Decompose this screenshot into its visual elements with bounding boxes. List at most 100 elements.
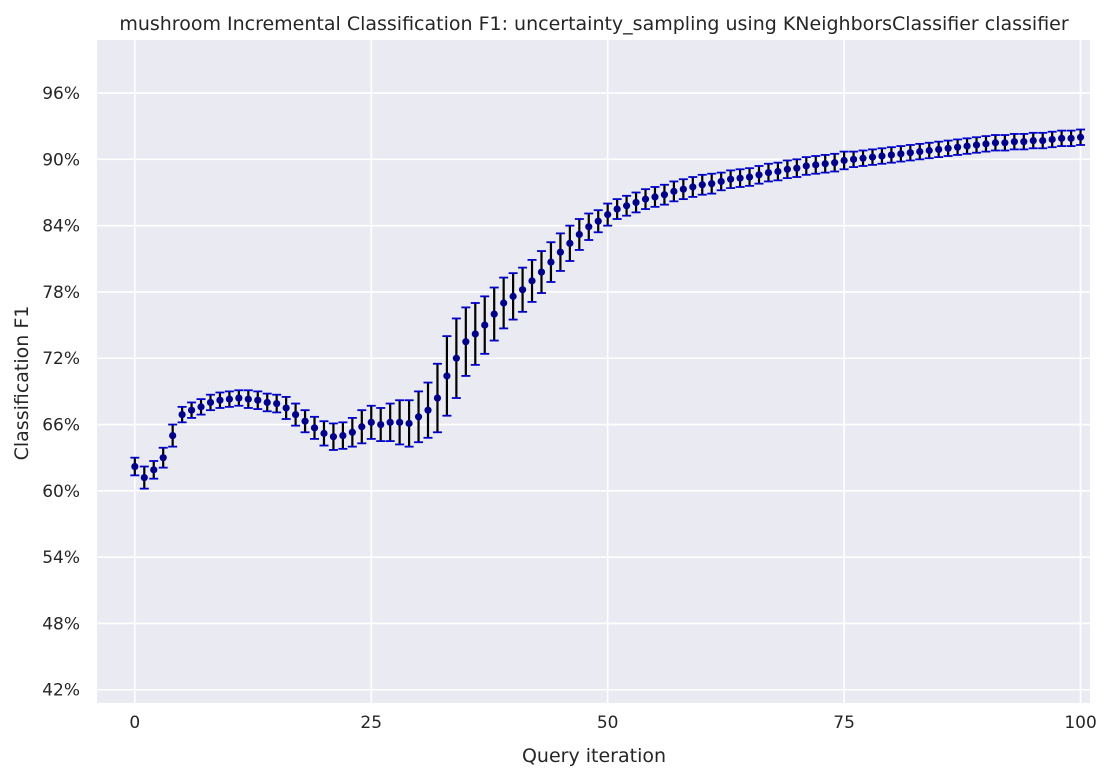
data-point <box>528 277 536 285</box>
data-point <box>235 394 243 402</box>
data-point <box>263 398 271 407</box>
data-point <box>897 150 905 158</box>
plot-background <box>97 40 1090 703</box>
data-points <box>131 133 1085 482</box>
data-point <box>963 142 971 150</box>
data-point <box>925 146 933 155</box>
data-point <box>802 162 810 170</box>
data-point <box>1076 133 1085 141</box>
data-point <box>518 286 527 294</box>
data-point <box>159 454 167 462</box>
data-point <box>613 205 621 213</box>
data-point <box>831 159 839 167</box>
y-axis-label: Classification F1 <box>11 306 33 461</box>
data-point <box>131 462 139 471</box>
grid-lines <box>97 40 1090 703</box>
data-point <box>301 417 309 425</box>
data-point <box>225 395 233 403</box>
data-point <box>329 433 338 441</box>
x-axis-ticks: 0 25 50 75 100 <box>129 713 1096 733</box>
data-point <box>878 152 886 160</box>
x-tick-label: 75 <box>833 713 855 733</box>
data-point <box>868 153 877 161</box>
data-point <box>150 466 158 474</box>
data-point <box>1039 136 1047 145</box>
data-point <box>698 181 706 189</box>
data-point <box>396 418 404 426</box>
data-point <box>197 403 205 411</box>
data-point <box>386 418 394 426</box>
data-point <box>462 338 470 346</box>
data-point <box>793 164 801 172</box>
data-point <box>585 223 593 231</box>
y-tick-label: 66% <box>42 416 80 436</box>
data-point <box>244 395 252 403</box>
data-point <box>935 145 943 153</box>
y-tick-label: 72% <box>42 349 80 369</box>
data-point <box>490 310 498 318</box>
data-point <box>320 429 328 437</box>
data-point <box>774 167 782 176</box>
x-axis-label: Query iteration <box>522 745 666 767</box>
data-point <box>348 428 356 436</box>
data-point <box>944 144 952 152</box>
data-point <box>954 143 962 151</box>
data-point <box>708 180 716 188</box>
data-point <box>1067 134 1075 142</box>
data-point <box>433 394 442 402</box>
data-point <box>849 155 858 163</box>
x-tick-label: 25 <box>360 713 382 733</box>
data-point <box>859 154 867 162</box>
y-tick-label: 90% <box>42 150 80 170</box>
y-tick-label: 78% <box>42 283 80 303</box>
data-point <box>358 423 366 431</box>
data-point <box>169 431 177 440</box>
data-point <box>916 148 924 156</box>
data-point <box>604 210 612 219</box>
data-point <box>982 140 990 148</box>
data-point <box>187 406 196 414</box>
data-point <box>500 299 508 307</box>
data-point <box>481 321 489 329</box>
data-point <box>887 151 896 159</box>
data-point <box>140 473 148 482</box>
data-point <box>547 258 555 266</box>
data-point <box>509 292 517 300</box>
x-tick-label: 100 <box>1064 713 1096 733</box>
data-point <box>1020 138 1028 146</box>
data-point <box>405 419 413 428</box>
data-point <box>679 185 687 193</box>
data-point <box>755 171 763 179</box>
data-point <box>670 187 678 195</box>
data-point <box>282 404 290 412</box>
y-axis-ticks: 42% 48% 54% 60% 66% 72% 78% 84% 90% 96% <box>42 84 80 701</box>
y-tick-label: 54% <box>42 548 80 568</box>
data-point <box>1058 134 1066 142</box>
data-point <box>812 161 820 169</box>
data-point <box>339 431 347 440</box>
data-point <box>594 217 602 225</box>
data-point <box>178 410 186 419</box>
data-point <box>443 372 451 380</box>
data-point <box>727 175 735 183</box>
data-point <box>745 173 754 181</box>
data-point <box>452 354 460 362</box>
data-point <box>783 165 791 173</box>
y-tick-label: 84% <box>42 217 80 237</box>
data-point <box>206 398 215 407</box>
data-point <box>1001 139 1009 147</box>
data-point <box>651 193 659 201</box>
x-tick-label: 50 <box>597 713 619 733</box>
data-point <box>556 248 565 256</box>
data-point <box>414 413 423 421</box>
data-point <box>717 177 725 186</box>
data-point <box>216 396 224 404</box>
data-point <box>1029 136 1037 145</box>
data-point <box>623 202 631 210</box>
data-point <box>377 420 385 429</box>
data-point <box>566 239 574 247</box>
data-point <box>1048 135 1056 144</box>
data-point <box>641 195 650 203</box>
data-point <box>424 406 432 414</box>
data-point <box>972 141 981 149</box>
